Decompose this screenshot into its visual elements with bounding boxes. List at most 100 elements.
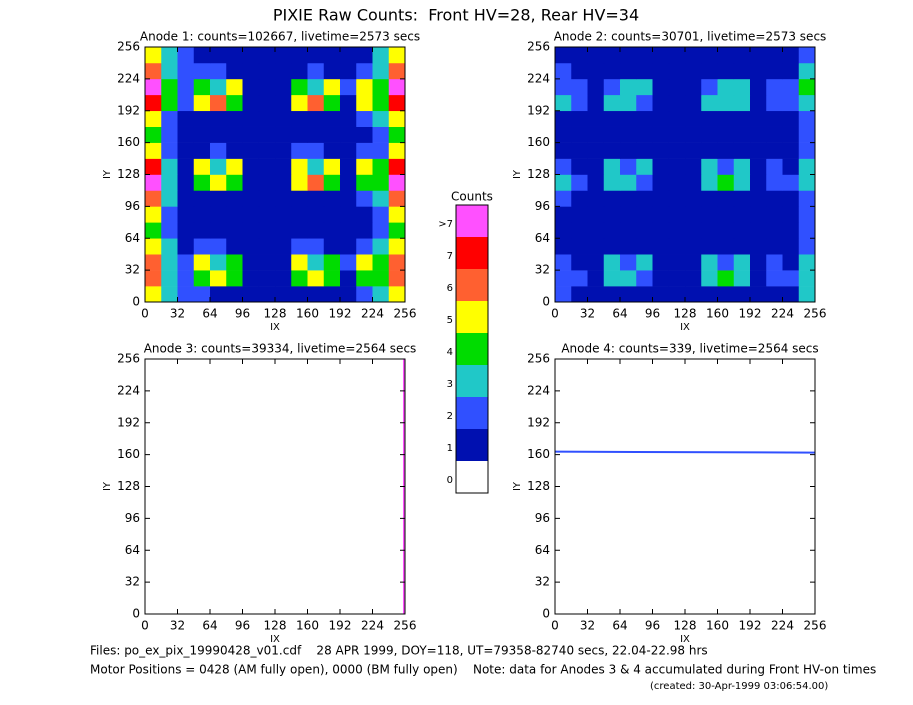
heat-cell	[750, 62, 767, 80]
heat-cell	[620, 78, 637, 96]
heat-cell	[307, 190, 325, 207]
heat-cell	[701, 47, 718, 64]
heat-cell	[226, 206, 243, 223]
heat-cell	[652, 78, 670, 96]
x-tick-label: 64	[612, 619, 627, 633]
heat-cell	[750, 142, 767, 159]
heat-cell	[668, 78, 686, 96]
heat-cell	[668, 94, 686, 112]
heat-cell	[275, 270, 292, 287]
heat-cell	[388, 62, 406, 80]
heat-cell	[587, 110, 605, 127]
heat-cell	[340, 158, 357, 175]
plot-frame	[554, 358, 816, 615]
heat-cell	[372, 142, 390, 159]
heat-cell	[275, 222, 292, 239]
colorbar-box	[456, 301, 488, 333]
y-tick-label: 256	[117, 40, 140, 54]
heat-cell	[193, 190, 211, 207]
heat-cell	[571, 110, 588, 127]
heat-cell	[782, 254, 800, 271]
heat-cell	[603, 94, 621, 112]
heat-cell	[275, 238, 292, 255]
heat-cell	[372, 206, 390, 223]
heat-cell	[701, 78, 718, 96]
heat-cell	[307, 47, 325, 64]
heat-cell	[782, 142, 800, 159]
heat-cell	[636, 47, 653, 64]
heat-cell	[668, 286, 686, 303]
heat-cell	[750, 238, 767, 255]
heat-cell	[685, 270, 702, 287]
heat-cell	[798, 142, 816, 159]
heat-cell	[603, 190, 621, 207]
heat-cell	[603, 142, 621, 159]
heat-cell	[603, 238, 621, 255]
heat-cell	[750, 206, 767, 223]
y-tick-label: 192	[527, 415, 550, 429]
heat-cell	[226, 158, 243, 175]
y-tick-label: 0	[132, 607, 140, 621]
heat-cell	[258, 238, 276, 255]
heat-cell	[750, 190, 767, 207]
heat-cell	[323, 254, 341, 271]
heat-cell	[798, 174, 816, 191]
heat-cell	[226, 222, 243, 239]
heat-cell	[766, 47, 783, 64]
heat-cell	[717, 254, 735, 271]
heat-cell	[291, 190, 308, 207]
heat-cell	[717, 222, 735, 239]
heat-cell	[291, 254, 308, 271]
heat-cell	[323, 270, 341, 287]
heat-cell	[668, 62, 686, 80]
heat-cell	[145, 78, 162, 96]
heat-cell	[571, 190, 588, 207]
heat-cell	[798, 206, 816, 223]
y-tick-label: 96	[125, 199, 140, 213]
heat-cell	[571, 222, 588, 239]
heat-cell	[555, 126, 572, 143]
heat-cell	[372, 238, 390, 255]
heat-cell	[733, 222, 751, 239]
heat-cell	[193, 222, 211, 239]
x-tick-label: 224	[771, 619, 794, 633]
heat-cell	[782, 286, 800, 303]
x-tick-label: 0	[141, 307, 149, 321]
heat-cell	[226, 126, 243, 143]
heat-cell	[782, 126, 800, 143]
heat-cell	[226, 78, 243, 96]
x-tick-label: 32	[170, 619, 185, 633]
y-tick-label: 160	[527, 135, 550, 149]
heat-cell	[766, 78, 783, 96]
heat-cell	[242, 126, 260, 143]
heat-cell	[177, 190, 195, 207]
heat-cell	[145, 238, 162, 255]
heat-cell	[356, 286, 373, 303]
heat-cell	[275, 254, 292, 271]
heat-cell	[652, 94, 670, 112]
y-tick-label: 32	[535, 263, 550, 277]
heat-cell	[242, 110, 260, 127]
heat-cell	[372, 174, 390, 191]
heat-cell	[701, 270, 718, 287]
heat-cell	[782, 174, 800, 191]
heat-cell	[258, 94, 276, 112]
x-tick-label: 32	[580, 619, 595, 633]
colorbar-box	[456, 429, 488, 461]
heat-cell	[177, 222, 195, 239]
heat-cell	[145, 110, 162, 127]
heat-cell	[571, 286, 588, 303]
heat-cell	[555, 238, 572, 255]
heat-cell	[685, 110, 702, 127]
heat-cell	[603, 110, 621, 127]
x-tick-label: 64	[612, 307, 627, 321]
heat-cell	[161, 142, 178, 159]
heat-cell	[210, 94, 227, 112]
heat-cell	[668, 126, 686, 143]
heat-cell	[733, 78, 751, 96]
heat-cell	[258, 206, 276, 223]
heat-cell	[555, 222, 572, 239]
heat-cell	[798, 222, 816, 239]
heat-cell	[717, 286, 735, 303]
